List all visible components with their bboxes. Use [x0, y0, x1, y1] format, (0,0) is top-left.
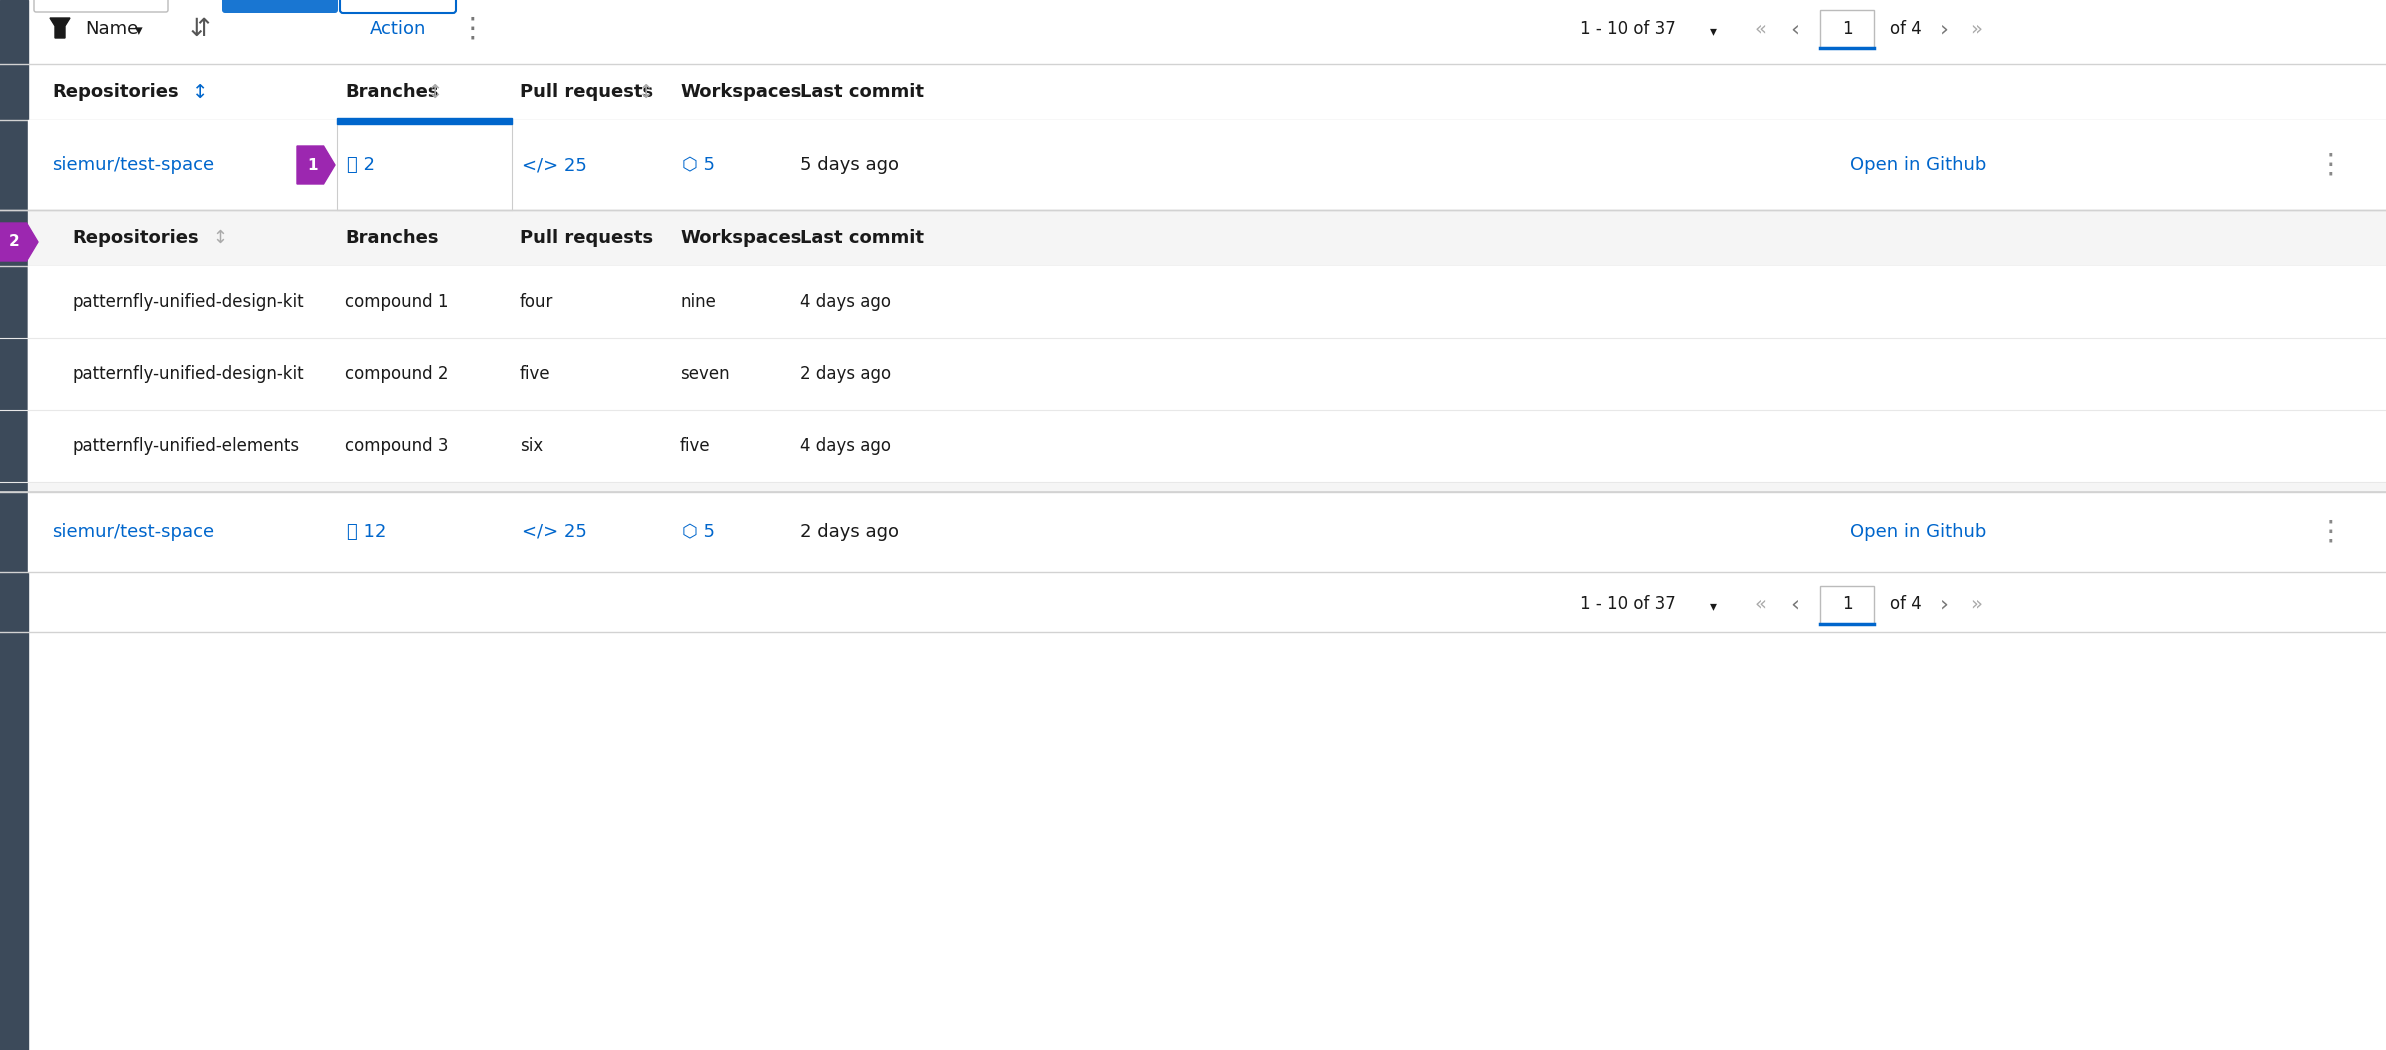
Text: four: four — [520, 293, 554, 311]
Text: ⇵: ⇵ — [188, 17, 210, 41]
FancyBboxPatch shape — [339, 0, 456, 13]
Text: Pull requests: Pull requests — [520, 229, 654, 247]
Text: patternfly-unified-design-kit: patternfly-unified-design-kit — [72, 365, 303, 383]
Text: 2 days ago: 2 days ago — [799, 365, 890, 383]
Text: 1 - 10 of 37: 1 - 10 of 37 — [1580, 20, 1675, 38]
Polygon shape — [296, 146, 334, 184]
Polygon shape — [50, 18, 69, 38]
Text: compound 1: compound 1 — [346, 293, 449, 311]
Text: 2 days ago: 2 days ago — [799, 523, 900, 541]
Text: ▾: ▾ — [1711, 598, 1718, 613]
Text: ↕: ↕ — [427, 83, 444, 102]
Text: ›: › — [1940, 19, 1949, 39]
FancyBboxPatch shape — [336, 120, 513, 210]
Text: ↕: ↕ — [637, 83, 654, 102]
Bar — [336, 118, 513, 124]
Text: </> 25: </> 25 — [523, 156, 587, 174]
Text: ⋮: ⋮ — [2317, 151, 2343, 178]
Text: Repositories: Repositories — [72, 229, 198, 247]
FancyBboxPatch shape — [222, 0, 339, 13]
Text: ↕: ↕ — [212, 229, 227, 247]
Text: «: « — [1756, 20, 1768, 39]
Bar — [1821, 10, 1873, 48]
Text: Last commit: Last commit — [799, 83, 923, 101]
Text: ‹: ‹ — [1790, 594, 1799, 614]
Text: ▾: ▾ — [1711, 24, 1718, 38]
Text: 4 days ago: 4 days ago — [799, 437, 890, 455]
Text: 1: 1 — [1842, 20, 1852, 38]
Text: </> 25: </> 25 — [523, 523, 587, 541]
Text: ⬡ 5: ⬡ 5 — [682, 523, 716, 541]
Bar — [29, 410, 2386, 482]
Text: 5 days ago: 5 days ago — [799, 156, 900, 174]
Text: six: six — [520, 437, 544, 455]
Text: »: » — [1971, 594, 1983, 613]
Text: five: five — [520, 365, 551, 383]
Text: ⋮: ⋮ — [458, 15, 487, 43]
Text: Last commit: Last commit — [799, 229, 923, 247]
Text: nine: nine — [680, 293, 716, 311]
Bar — [29, 492, 2386, 572]
Text: siemur/test-space: siemur/test-space — [52, 523, 215, 541]
Text: Open in Github: Open in Github — [1849, 523, 1988, 541]
Text: ›: › — [1940, 594, 1949, 614]
Text: ↕: ↕ — [191, 83, 208, 102]
Text: 4 days ago: 4 days ago — [799, 293, 890, 311]
Text: Open in Github: Open in Github — [1849, 156, 1988, 174]
Text: seven: seven — [680, 365, 730, 383]
Text: patternfly-unified-design-kit: patternfly-unified-design-kit — [72, 293, 303, 311]
Text: of 4: of 4 — [1890, 595, 1921, 613]
Text: Pull requests: Pull requests — [520, 83, 654, 101]
Text: Workspaces: Workspaces — [680, 83, 802, 101]
Text: Branches: Branches — [346, 229, 439, 247]
Bar — [29, 338, 2386, 410]
Bar — [29, 120, 2386, 210]
Bar — [336, 120, 513, 210]
Text: Workspaces: Workspaces — [680, 229, 802, 247]
Text: Action: Action — [248, 20, 313, 38]
Bar — [29, 266, 2386, 338]
Text: 1: 1 — [1842, 595, 1852, 613]
Text: «: « — [1756, 594, 1768, 613]
Text: compound 2: compound 2 — [346, 365, 449, 383]
Text: five: five — [680, 437, 711, 455]
Text: siemur/test-space: siemur/test-space — [52, 156, 215, 174]
Bar — [0, 0, 29, 1050]
Bar — [29, 210, 2386, 492]
Polygon shape — [0, 223, 38, 261]
Text: ⬡ 5: ⬡ 5 — [682, 156, 716, 174]
Text: ⑂ 2: ⑂ 2 — [346, 156, 375, 174]
Bar — [1821, 586, 1873, 624]
Text: Action: Action — [370, 20, 427, 38]
Text: compound 3: compound 3 — [346, 437, 449, 455]
Text: ⋮: ⋮ — [2317, 518, 2343, 546]
Text: Branches: Branches — [346, 83, 439, 101]
Text: ⑂ 12: ⑂ 12 — [346, 523, 387, 541]
Text: ‹: ‹ — [1790, 19, 1799, 39]
Text: »: » — [1971, 20, 1983, 39]
Text: Repositories: Repositories — [52, 83, 179, 101]
Text: Name: Name — [86, 20, 138, 38]
Text: ▾: ▾ — [136, 23, 143, 39]
Text: patternfly-unified-elements: patternfly-unified-elements — [72, 437, 298, 455]
Text: 1: 1 — [308, 158, 317, 172]
Text: of 4: of 4 — [1890, 20, 1921, 38]
FancyBboxPatch shape — [33, 0, 167, 12]
Text: 1 - 10 of 37: 1 - 10 of 37 — [1580, 595, 1675, 613]
Text: 2: 2 — [10, 234, 19, 250]
